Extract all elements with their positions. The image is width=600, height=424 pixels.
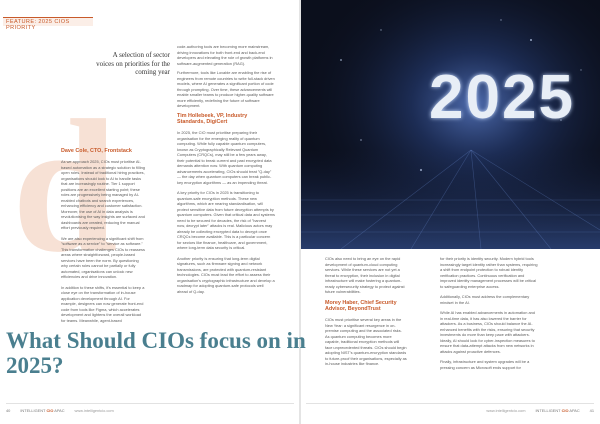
left-page xyxy=(0,0,300,424)
paragraph: Additionally, CIOs must address the comp… xyxy=(440,294,530,305)
paragraph: In 2025, the CIO must prioritise prepari… xyxy=(177,130,272,185)
paragraph: Another priority is ensuring that long-t… xyxy=(177,255,275,294)
paragraph: As we approach 2025, CIOs must prioritis… xyxy=(61,159,145,231)
paragraph: In addition to these shifts, it's essent… xyxy=(61,284,145,323)
page-gutter xyxy=(299,0,301,424)
publication-url[interactable]: www.intelligentcio.com xyxy=(486,407,526,413)
paragraph: code-authoring tools are becoming more m… xyxy=(177,44,273,66)
paragraph: Finally, infrastructure and system upgra… xyxy=(440,359,530,370)
article-column-3: CIOs also need to bring an eye on the ra… xyxy=(325,256,407,372)
publication-url[interactable]: www.intelligentcio.com xyxy=(74,407,114,413)
article-headline: What Should CIOs focus on in 2025? xyxy=(6,328,306,378)
publication-name: INTELLIGENT CIO APAC xyxy=(535,407,580,413)
contributor-heading: Morey Haber, Chief Security Advisor, Bey… xyxy=(325,299,397,312)
hero-background xyxy=(301,0,600,249)
page-number: 41 xyxy=(589,407,594,413)
footer-left: 40 INTELLIGENT CIO APAC www.intelligentc… xyxy=(6,406,296,414)
article-column-1: Dave Cole, CTO, Frontstack As we approac… xyxy=(61,148,146,328)
paragraph: While AI has enabled advancements in aut… xyxy=(440,310,535,354)
paragraph: for their priority is identity security.… xyxy=(440,256,538,289)
article-column-2: code-authoring tools are becoming more m… xyxy=(177,44,275,299)
hero-year-graphic: 2025 xyxy=(429,63,575,132)
paragraph: We are also experiencing a significant s… xyxy=(61,235,145,280)
publication-name: INTELLIGENT CIO APAC xyxy=(20,407,65,413)
contributor-heading: Tim Hollebeek, VP, Industry Standards, D… xyxy=(177,112,248,125)
kicker-text: A selection of sector voices on prioriti… xyxy=(96,51,170,76)
paragraph: Furthermore, tools like Lovable are enab… xyxy=(177,70,275,108)
paragraph: A key priority for CIOs in 2025 is trans… xyxy=(177,190,275,251)
hero-image: 2025 xyxy=(301,0,600,249)
page-number: 40 xyxy=(6,407,11,413)
footer-right: www.intelligentcio.com INTELLIGENT CIO A… xyxy=(306,406,594,414)
paragraph: CIOs must prioritise several key areas i… xyxy=(325,317,407,367)
article-column-4: for their priority is identity security.… xyxy=(440,256,538,375)
section-tag-left: FEATURE: 2025 CIOS PRIORITY xyxy=(3,17,93,31)
footer-rule xyxy=(306,403,594,404)
decorative-letter-d: d xyxy=(12,82,118,292)
paragraph: CIOs also need to bring an eye on the ra… xyxy=(325,256,405,294)
footer-rule xyxy=(6,403,294,404)
contributor-heading: Dave Cole, CTO, Frontstack xyxy=(61,148,132,154)
